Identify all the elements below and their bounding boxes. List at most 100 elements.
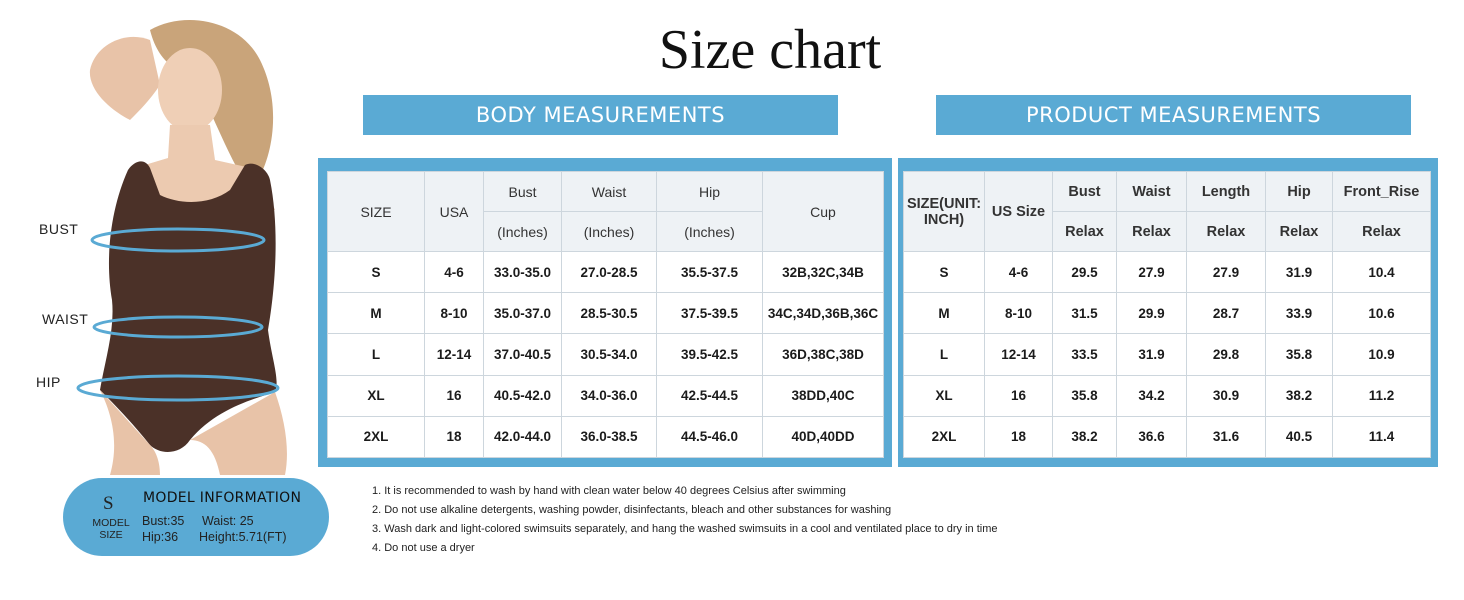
model-size-caption: MODEL SIZE: [92, 517, 130, 541]
table-cell: 38.2: [1265, 374, 1333, 417]
table-cell: 12-14: [984, 333, 1053, 376]
hip-label: HIP: [36, 374, 61, 390]
table-cell: 33.0-35.0: [483, 250, 562, 294]
care-note: 3. Wash dark and light-colored swimsuits…: [372, 523, 998, 535]
header-relax: Relax: [1116, 211, 1187, 252]
table-cell: M: [327, 292, 425, 335]
table-row: L 12-14 37.0-40.5 30.5-34.0 39.5-42.5 36…: [327, 333, 884, 376]
header-waist: Waist: [1116, 171, 1187, 212]
table-cell: 12-14: [424, 333, 484, 376]
table-row: XL 16 35.8 34.2 30.9 38.2 11.2: [903, 374, 1431, 417]
header-hip: Hip: [656, 171, 763, 212]
header-bust-unit: (Inches): [483, 211, 562, 252]
table-cell: 2XL: [327, 415, 425, 459]
table-cell: 42.0-44.0: [483, 415, 562, 459]
table-row: 2XL 18 38.2 36.6 31.6 40.5 11.4: [903, 415, 1431, 459]
table-cell: 37.0-40.5: [483, 333, 562, 376]
table-cell: 27.9: [1186, 250, 1266, 294]
table-row: M 8-10 31.5 29.9 28.7 33.9 10.6: [903, 292, 1431, 335]
table-cell: 8-10: [424, 292, 484, 335]
table-cell: 8-10: [984, 292, 1053, 335]
body-measurements-table: SIZE USA Bust Waist Hip Cup (Inches) (In…: [327, 171, 884, 459]
table-cell: XL: [903, 374, 985, 417]
table-cell: L: [327, 333, 425, 376]
table-cell: 4-6: [984, 250, 1053, 294]
table-cell: 35.5-37.5: [656, 250, 763, 294]
table-cell: 36.0-38.5: [561, 415, 657, 459]
header-size: SIZE: [327, 171, 425, 252]
care-note: 2. Do not use alkaline detergents, washi…: [372, 504, 892, 516]
header-size-unit: SIZE(UNIT: INCH): [903, 171, 985, 252]
model-waist: Waist: 25: [202, 514, 254, 528]
care-notes: 1. It is recommended to wash by hand wit…: [372, 482, 998, 558]
care-note: 1. It is recommended to wash by hand wit…: [372, 485, 846, 497]
table-cell: 44.5-46.0: [656, 415, 763, 459]
header-hip: Hip: [1265, 171, 1333, 212]
table-row: 2XL 18 42.0-44.0 36.0-38.5 44.5-46.0 40D…: [327, 415, 884, 459]
header-relax: Relax: [1265, 211, 1333, 252]
table-cell: 36D,38C,38D: [762, 333, 884, 376]
table-cell: 35.8: [1052, 374, 1117, 417]
table-cell: 11.4: [1332, 415, 1431, 459]
header-hip-unit: (Inches): [656, 211, 763, 252]
header-waist-unit: (Inches): [561, 211, 657, 252]
table-row: S 4-6 33.0-35.0 27.0-28.5 35.5-37.5 32B,…: [327, 250, 884, 294]
table-cell: 34.0-36.0: [561, 374, 657, 417]
header-waist: Waist: [561, 171, 657, 212]
table-cell: 40D,40DD: [762, 415, 884, 459]
table-cell: S: [327, 250, 425, 294]
table-cell: 33.9: [1265, 292, 1333, 335]
header-us-size: US Size: [984, 171, 1053, 252]
table-cell: 11.2: [1332, 374, 1431, 417]
header-relax: Relax: [1186, 211, 1266, 252]
model-figure: BUST WAIST HIP: [0, 0, 340, 480]
model-size-value: S: [103, 493, 114, 514]
table-cell: 39.5-42.5: [656, 333, 763, 376]
table-cell: 38DD,40C: [762, 374, 884, 417]
header-front-rise: Front_Rise: [1332, 171, 1431, 212]
model-bust: Bust:35: [142, 514, 185, 528]
table-cell: 27.9: [1116, 250, 1187, 294]
table-cell: 33.5: [1052, 333, 1117, 376]
table-cell: 27.0-28.5: [561, 250, 657, 294]
table-cell: S: [903, 250, 985, 294]
table-cell: 4-6: [424, 250, 484, 294]
table-cell: 28.5-30.5: [561, 292, 657, 335]
table-cell: 10.4: [1332, 250, 1431, 294]
table-cell: 16: [984, 374, 1053, 417]
model-hip: Hip:36: [142, 530, 179, 544]
table-cell: 34.2: [1116, 374, 1187, 417]
table-row: M 8-10 35.0-37.0 28.5-30.5 37.5-39.5 34C…: [327, 292, 884, 335]
page-title: Size chart: [658, 19, 882, 81]
table-cell: 35.8: [1265, 333, 1333, 376]
table-row: XL 16 40.5-42.0 34.0-36.0 42.5-44.5 38DD…: [327, 374, 884, 417]
header-bust: Bust: [483, 171, 562, 212]
body-measurements-banner: BODY MEASUREMENTS: [363, 95, 838, 135]
table-cell: 29.5: [1052, 250, 1117, 294]
header-bust: Bust: [1052, 171, 1117, 212]
model-height: Height:5.71(FT): [199, 530, 287, 544]
table-cell: 32B,32C,34B: [762, 250, 884, 294]
table-cell: 40.5-42.0: [483, 374, 562, 417]
table-cell: 30.9: [1186, 374, 1266, 417]
header-usa: USA: [424, 171, 484, 252]
waist-label: WAIST: [42, 311, 89, 327]
table-cell: 10.9: [1332, 333, 1431, 376]
table-cell: 16: [424, 374, 484, 417]
table-cell: XL: [327, 374, 425, 417]
table-cell: L: [903, 333, 985, 376]
table-cell: 38.2: [1052, 415, 1117, 459]
body-measurements-table-frame: SIZE USA Bust Waist Hip Cup (Inches) (In…: [318, 158, 892, 467]
table-cell: 18: [984, 415, 1053, 459]
table-cell: 10.6: [1332, 292, 1431, 335]
product-measurements-table-frame: SIZE(UNIT: INCH) US Size Bust Waist Leng…: [898, 158, 1438, 467]
product-measurements-table: SIZE(UNIT: INCH) US Size Bust Waist Leng…: [903, 171, 1431, 459]
header-length: Length: [1186, 171, 1266, 212]
table-cell: 40.5: [1265, 415, 1333, 459]
table-cell: 31.6: [1186, 415, 1266, 459]
model-info-title: MODEL INFORMATION: [143, 490, 302, 506]
model-info-panel: [63, 478, 329, 556]
product-measurements-banner: PRODUCT MEASUREMENTS: [936, 95, 1411, 135]
table-cell: 28.7: [1186, 292, 1266, 335]
bust-label: BUST: [39, 221, 79, 237]
